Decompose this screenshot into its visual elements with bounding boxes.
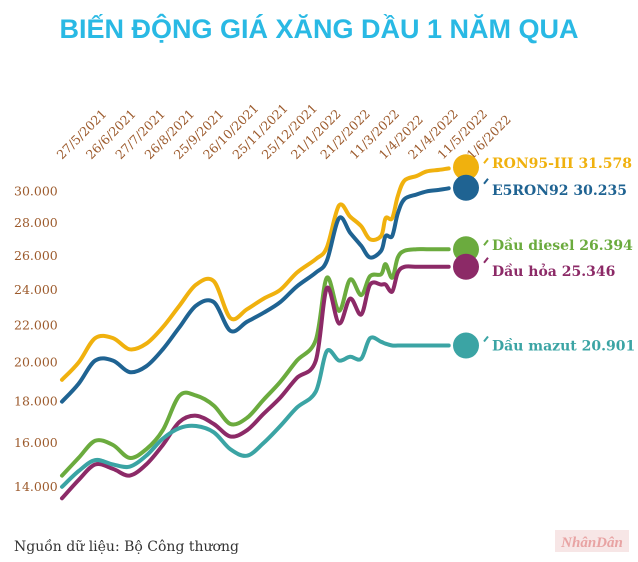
- y-tick-label: 14.000: [14, 479, 58, 494]
- y-tick-label: 26.000: [14, 248, 58, 263]
- series-line: [60, 247, 451, 478]
- x-axis-ticks: 27/5/202126/6/202127/7/202126/8/202125/9…: [54, 101, 514, 163]
- series-label: RON95-III 31.578: [492, 156, 632, 172]
- chart-title: BIẾN ĐỘNG GIÁ XĂNG DẦU 1 NĂM QUA: [59, 13, 578, 44]
- series-label: Dầu diesel 26.394: [492, 237, 633, 254]
- y-tick-label: 28.000: [14, 215, 58, 230]
- y-tick-label: 20.000: [14, 354, 58, 369]
- series-end-tick: [483, 335, 489, 343]
- brand-logo: NhânDân: [560, 535, 623, 551]
- series-end-marker: [453, 174, 479, 201]
- series-end-tick: [483, 178, 489, 185]
- series-label: Dầu hỏa 25.346: [492, 263, 615, 280]
- series-line: [60, 166, 451, 382]
- series-lines: [60, 166, 451, 501]
- series-end-marker: [453, 253, 479, 280]
- series-line: [60, 186, 451, 404]
- y-tick-label: 16.000: [14, 435, 58, 450]
- source-note: Nguồn dữ liệu: Bộ Công thương: [14, 538, 239, 555]
- series-line: [60, 264, 451, 501]
- series-end-tick: [483, 157, 489, 164]
- y-tick-label: 24.000: [14, 282, 58, 297]
- series-end-markers: RON95-III 31.578 E5RON92 30.235 Dầu diesel…: [453, 154, 635, 359]
- series-end-tick: [483, 239, 489, 246]
- series-label: Dầu mazut 20.901: [492, 338, 635, 355]
- series-end-tick: [483, 257, 489, 264]
- series-end-marker: [453, 332, 479, 359]
- brand-logo-bg: [555, 530, 629, 552]
- y-axis-ticks: 14.000 16.000 18.000 20.000 22.000 24.000 26.0…: [14, 183, 58, 493]
- y-tick-label: 22.000: [14, 317, 58, 332]
- series-line: [60, 335, 451, 489]
- series-label: E5RON92 30.235: [492, 183, 627, 199]
- y-tick-label: 30.000: [14, 183, 58, 198]
- y-tick-label: 18.000: [14, 394, 58, 409]
- series-end-marker: [453, 154, 479, 181]
